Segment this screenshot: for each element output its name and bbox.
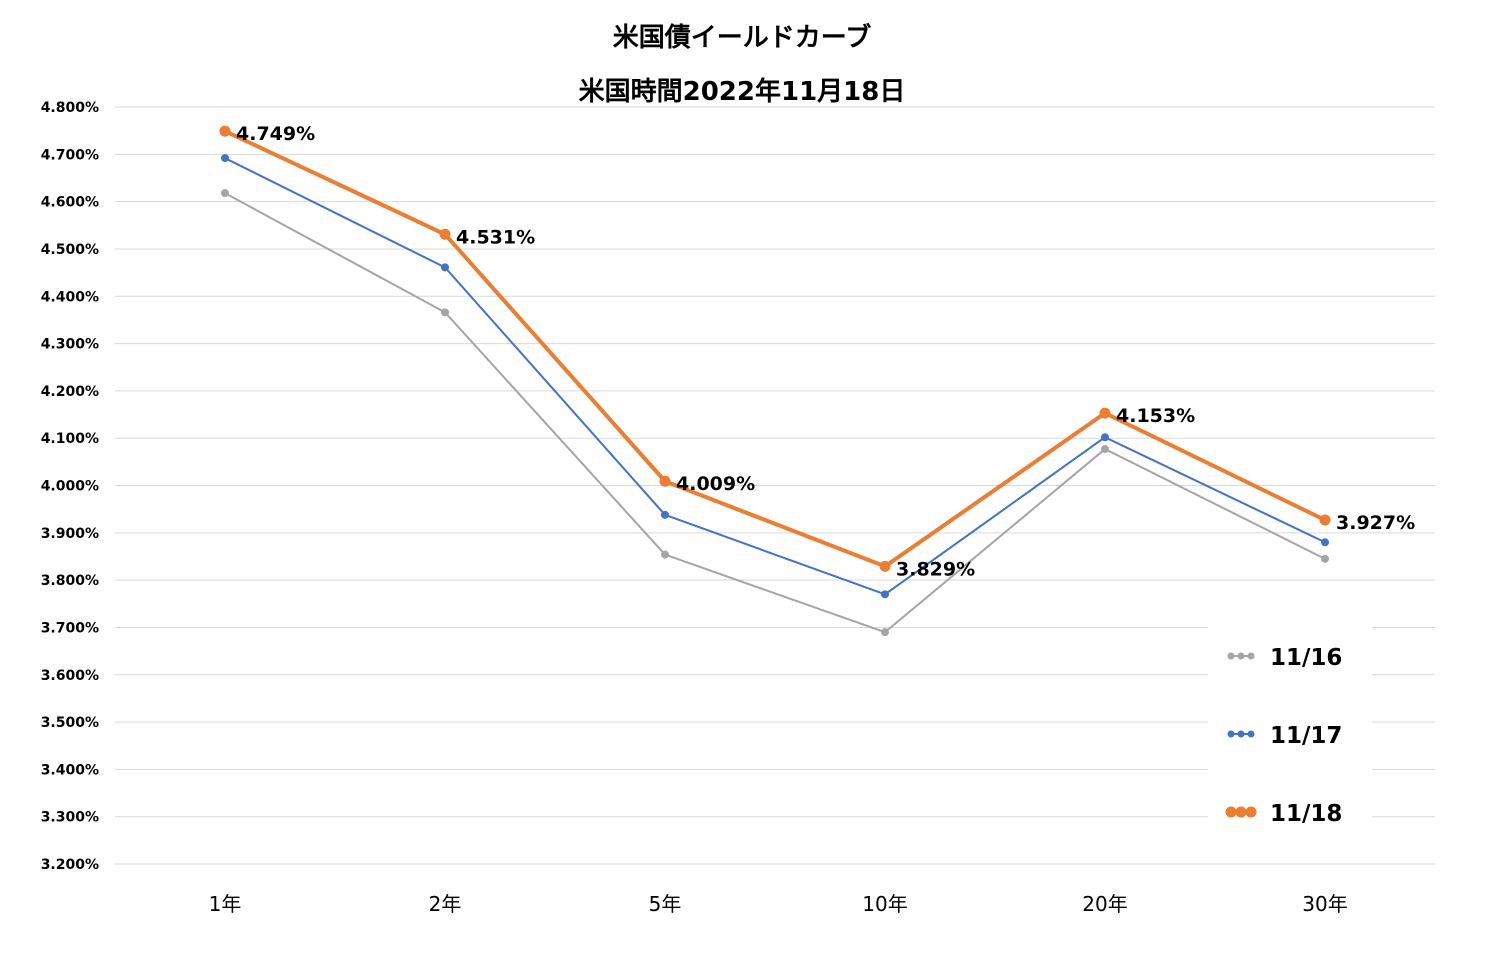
data-point <box>661 550 669 559</box>
data-point <box>221 189 229 198</box>
series-line <box>224 157 1326 596</box>
data-point <box>219 125 231 137</box>
legend-marker <box>1225 806 1237 818</box>
legend-marker <box>1245 806 1257 818</box>
y-tick-label: 4.500% <box>41 242 99 258</box>
y-tick-label: 4.800% <box>41 100 99 116</box>
data-point <box>659 475 671 487</box>
y-tick-label: 3.200% <box>41 857 99 873</box>
series-line <box>224 129 1326 569</box>
legend-marker <box>1237 652 1245 660</box>
legend-background <box>1208 622 1372 834</box>
legend-marker <box>1247 730 1255 738</box>
y-axis-ticks: 4.800% 4.700% 4.600% 4.500% 4.400% 4.300% 4.20… <box>41 100 99 873</box>
legend-label: 11/18 <box>1270 801 1342 827</box>
legend-item: 11/16 <box>1227 645 1342 671</box>
data-point <box>439 228 451 240</box>
legend: 11/16 11/17 11/18 <box>1208 622 1372 834</box>
series-1 <box>221 189 1329 637</box>
x-tick-label: 5年 <box>649 892 682 916</box>
data-label: 4.009% <box>676 473 755 495</box>
x-axis-ticks: 1年 2年 5年 10年 20年 30年 <box>209 892 1348 916</box>
y-tick-label: 3.400% <box>41 762 99 778</box>
legend-marker <box>1237 730 1245 738</box>
y-tick-label: 4.400% <box>41 289 99 305</box>
data-point <box>1319 514 1331 526</box>
chart-title: 米国債イールドカーブ <box>613 22 871 53</box>
y-tick-label: 4.600% <box>41 195 99 211</box>
data-point <box>221 154 229 163</box>
x-tick-label: 30年 <box>1302 892 1347 916</box>
y-tick-label: 4.200% <box>41 384 99 400</box>
data-label: 3.829% <box>896 558 975 580</box>
x-tick-label: 1年 <box>209 892 242 916</box>
chart-subtitle: 米国時間2022年11月18日 <box>579 76 906 107</box>
legend-item: 11/18 <box>1225 801 1342 827</box>
data-point <box>1321 554 1329 563</box>
y-tick-label: 3.600% <box>41 668 99 684</box>
series-line <box>224 192 1326 634</box>
data-point <box>1101 445 1109 454</box>
legend-marker <box>1235 806 1247 818</box>
series-2 <box>221 154 1329 599</box>
legend-marker <box>1247 652 1255 660</box>
data-label: 4.153% <box>1116 405 1195 427</box>
data-labels: 4.749% 4.531% 4.009% 3.829% 4.153% 3.927% <box>236 123 1415 580</box>
y-tick-label: 3.300% <box>41 810 99 826</box>
y-tick-label: 3.700% <box>41 620 99 636</box>
data-point <box>1101 433 1109 442</box>
data-label: 4.531% <box>456 226 535 248</box>
y-tick-label: 4.300% <box>41 337 99 353</box>
y-tick-label: 4.700% <box>41 147 99 163</box>
series-lines <box>219 125 1331 637</box>
legend-marker <box>1227 652 1235 660</box>
legend-marker <box>1227 730 1235 738</box>
data-point <box>1099 407 1111 419</box>
data-point <box>879 560 891 572</box>
x-tick-label: 2年 <box>429 892 462 916</box>
y-tick-label: 3.900% <box>41 526 99 542</box>
data-point <box>881 628 889 637</box>
legend-item: 11/17 <box>1227 723 1342 749</box>
legend-label: 11/16 <box>1270 645 1342 671</box>
legend-label: 11/17 <box>1270 723 1342 749</box>
data-label: 4.749% <box>236 123 315 145</box>
y-tick-label: 3.500% <box>41 715 99 731</box>
y-tick-label: 4.100% <box>41 431 99 447</box>
x-tick-label: 10年 <box>862 892 907 916</box>
series-3 <box>219 125 1331 572</box>
data-point <box>661 510 669 519</box>
y-tick-label: 4.000% <box>41 479 99 495</box>
x-tick-label: 20年 <box>1082 892 1127 916</box>
data-point <box>881 590 889 599</box>
y-tick-label: 3.800% <box>41 573 99 589</box>
data-label: 3.927% <box>1336 512 1415 534</box>
data-point <box>441 263 449 272</box>
data-point <box>1321 538 1329 547</box>
data-point <box>441 308 449 317</box>
